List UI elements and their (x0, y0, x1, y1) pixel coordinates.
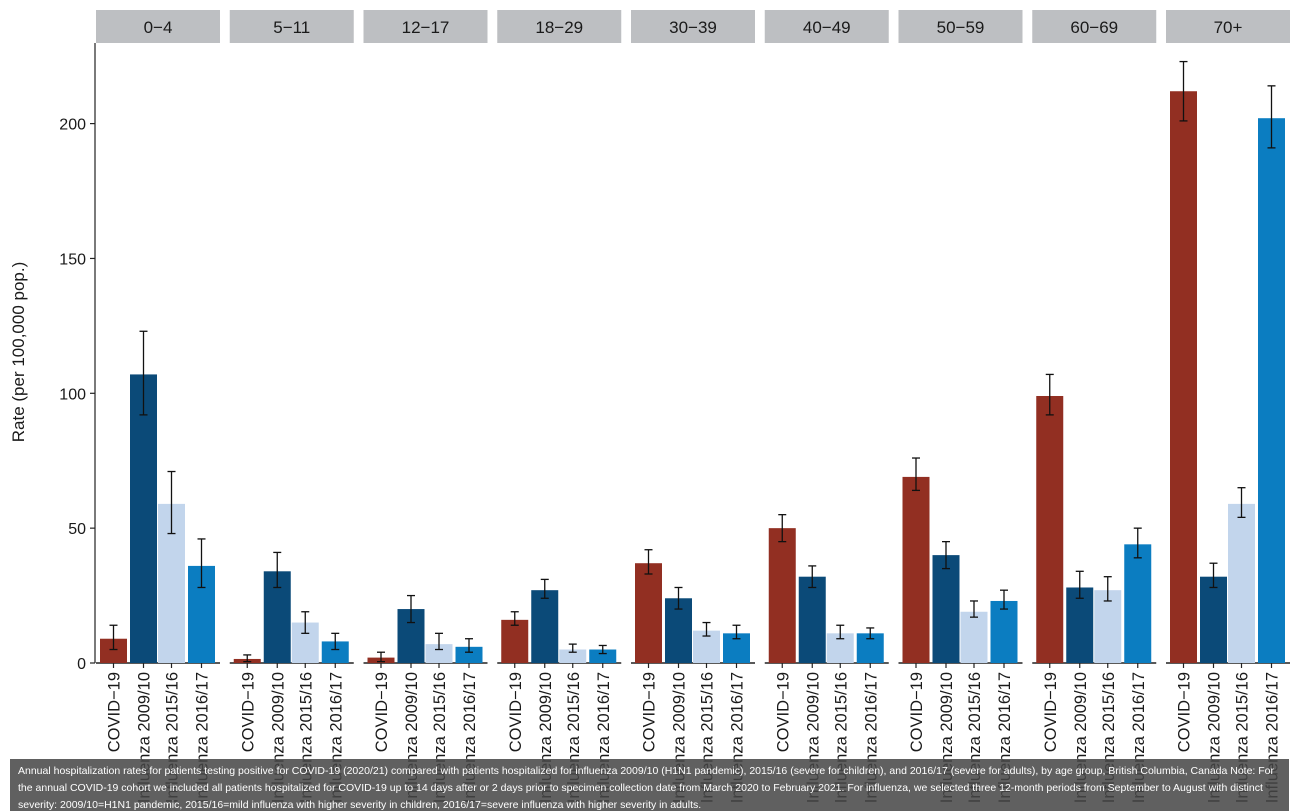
y-tick-label: 200 (59, 117, 86, 134)
bar (589, 649, 617, 663)
facet-strip (764, 10, 889, 43)
bar (1258, 118, 1285, 664)
bar (559, 649, 587, 663)
facet-panel: 70+COVID−19 Influenza 2009/10 Influenza 20… (1166, 10, 1290, 803)
facet-strip (898, 10, 1023, 43)
y-tick-label: 100 (59, 386, 86, 403)
bar (932, 555, 960, 663)
x-tick-label: COVID−19 (774, 672, 792, 752)
bar (902, 476, 930, 663)
x-tick-label: COVID−19 (1042, 672, 1060, 752)
bar (130, 374, 157, 663)
x-tick-label: COVID−19 (239, 672, 257, 752)
x-tick-label: COVID−19 (373, 672, 391, 752)
bar (1036, 395, 1064, 663)
y-tick-label: 0 (77, 656, 86, 673)
bar (635, 563, 662, 663)
bar (1170, 91, 1197, 663)
x-tick-label: COVID−19 (641, 672, 659, 752)
bar (798, 576, 826, 663)
y-axis: 0 50 100 150 200 (59, 43, 96, 673)
bar (1200, 576, 1227, 663)
bar (768, 528, 796, 663)
x-tick-label: COVID−19 (908, 672, 926, 752)
bar (1124, 544, 1152, 663)
facet-strip-label: 50−59 (937, 18, 985, 37)
bar (1228, 503, 1255, 663)
facet-strip-label: 0−4 (144, 18, 173, 37)
facet-strip-label: 60−69 (1070, 18, 1118, 37)
facet-strip-label: 40−49 (803, 18, 851, 37)
facet-strip (631, 10, 755, 43)
y-tick-label: 150 (59, 251, 86, 268)
y-axis-label: Rate (per 100,000 pop.) (9, 262, 28, 443)
bar (1066, 587, 1094, 663)
bar (501, 619, 529, 663)
facet-strip-label: 5−11 (273, 18, 310, 37)
facet-strip (363, 10, 488, 43)
bar (1094, 590, 1122, 663)
facet-strip-label: 30−39 (669, 18, 717, 37)
x-tick-label: COVID−19 (1176, 672, 1194, 752)
bar (960, 611, 988, 663)
bar (321, 641, 349, 663)
facet-strip (229, 10, 354, 43)
bar (425, 644, 453, 663)
facet-strip (497, 10, 622, 43)
facet-strip-label: 70+ (1214, 18, 1243, 37)
bar (455, 646, 483, 663)
x-tick-label: COVID−19 (106, 672, 124, 752)
facet-strip (96, 10, 220, 43)
facet-strip-label: 12−17 (402, 18, 450, 37)
bar (990, 600, 1018, 663)
facet-strip (1032, 10, 1157, 43)
bar (531, 590, 559, 663)
facet-strip (1166, 10, 1290, 43)
figure-caption: Annual hospitalization rates for patient… (10, 759, 1289, 811)
x-tick-label: COVID−19 (507, 672, 525, 752)
facet-strip-label: 18−29 (535, 18, 583, 37)
y-tick-label: 50 (68, 521, 86, 538)
